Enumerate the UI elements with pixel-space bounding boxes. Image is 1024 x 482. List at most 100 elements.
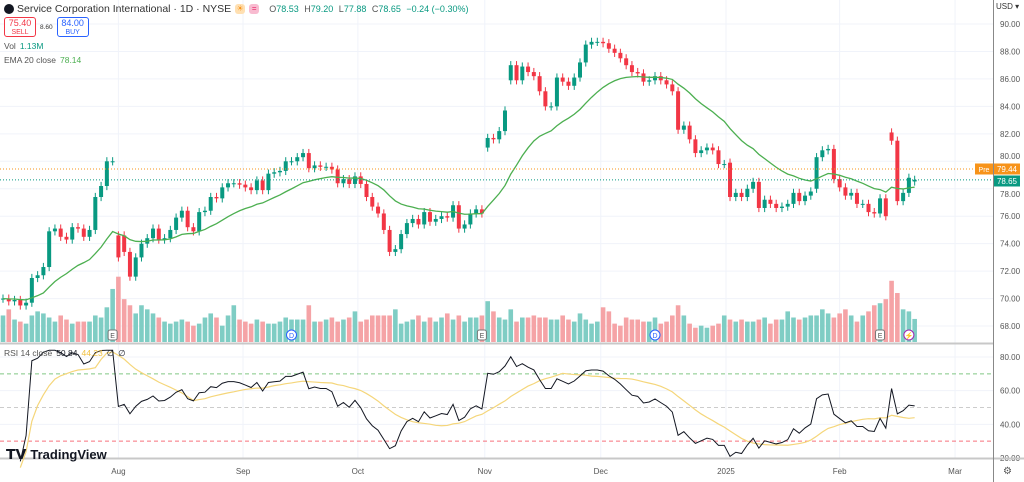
buy-button[interactable]: 84.00 BUY bbox=[56, 17, 89, 37]
candle-body bbox=[197, 212, 202, 232]
candle-body bbox=[716, 150, 721, 165]
volume-bar bbox=[335, 321, 340, 342]
symbol-title[interactable]: Service Corporation International · 1D ·… bbox=[17, 3, 232, 15]
sell-label: SELL bbox=[11, 29, 29, 36]
volume-bar bbox=[583, 319, 589, 342]
rsi-ma-value: 44.23 bbox=[81, 348, 103, 358]
candle-body bbox=[312, 165, 317, 169]
volume-bar bbox=[329, 317, 335, 342]
volume-bar bbox=[6, 309, 12, 342]
time-tick-label: Feb bbox=[833, 467, 847, 476]
sun-icon[interactable]: ☀ bbox=[235, 4, 246, 14]
low-value: 77.88 bbox=[343, 4, 367, 14]
sell-price: 75.40 bbox=[8, 18, 32, 28]
earnings-icon bbox=[107, 329, 118, 341]
candle-body bbox=[237, 183, 242, 185]
volume-bar bbox=[468, 317, 473, 342]
time-tick-label: Nov bbox=[478, 467, 492, 476]
tradingview-logo[interactable]: 𝗧𝗩 TradingView bbox=[6, 446, 107, 463]
candle-body bbox=[283, 161, 288, 171]
price-tick-label: 68.00 bbox=[1000, 322, 1021, 331]
candle-body bbox=[110, 161, 115, 163]
candle-body bbox=[416, 218, 421, 225]
price-tick-label: 84.00 bbox=[1000, 102, 1021, 111]
price-tick-label: 78.00 bbox=[1000, 190, 1021, 199]
volume-bar bbox=[271, 323, 277, 342]
candle-body bbox=[566, 81, 571, 86]
candle-body bbox=[791, 192, 796, 204]
volume-bar bbox=[29, 315, 35, 342]
volume-bar bbox=[479, 315, 485, 342]
candle-body bbox=[849, 192, 854, 196]
rsi-legend[interactable]: RSI 14 close 50.84 44.23 ∅ ∅ bbox=[4, 348, 126, 359]
volume-bar bbox=[104, 307, 110, 342]
volume-bar bbox=[87, 321, 92, 342]
volume-bar bbox=[739, 319, 744, 342]
volume-bar bbox=[543, 317, 548, 342]
volume-bar bbox=[508, 309, 514, 342]
volume-bar bbox=[571, 321, 577, 342]
volume-bar bbox=[35, 311, 40, 342]
candle-body bbox=[456, 205, 461, 229]
candle-body bbox=[24, 302, 29, 306]
ema-legend[interactable]: EMA 20 close 78.14 bbox=[4, 55, 81, 65]
candle-body bbox=[462, 224, 467, 229]
volume-bar bbox=[854, 321, 860, 342]
candle-body bbox=[866, 203, 871, 213]
volume-bar bbox=[81, 321, 87, 342]
candle-body bbox=[906, 177, 911, 193]
sell-button[interactable]: 75.40 SELL bbox=[4, 17, 36, 37]
candle-body bbox=[514, 65, 519, 81]
volume-bar bbox=[900, 309, 906, 342]
high-label: H bbox=[304, 4, 311, 14]
volume-bar bbox=[185, 321, 190, 342]
rsi-label: RSI 14 close bbox=[4, 348, 53, 358]
event-label: D bbox=[289, 333, 294, 340]
low-label: L bbox=[338, 4, 344, 14]
volume-bar bbox=[502, 319, 508, 342]
candle-body bbox=[214, 196, 219, 199]
volume-bar bbox=[439, 317, 444, 342]
volume-bar bbox=[64, 319, 69, 342]
candle-body bbox=[826, 148, 831, 151]
candle-body bbox=[122, 235, 127, 252]
volume-bar bbox=[843, 309, 848, 342]
volume-bar bbox=[831, 317, 837, 342]
currency-selector[interactable]: USD ▾ bbox=[996, 2, 1020, 11]
time-tick-label: Dec bbox=[594, 467, 608, 476]
candle-body bbox=[301, 153, 306, 158]
volume-bar bbox=[600, 307, 606, 342]
candle-body bbox=[266, 173, 271, 191]
earnings-icon bbox=[875, 329, 886, 341]
event-label: E bbox=[878, 333, 883, 340]
candle-body bbox=[889, 132, 894, 141]
candle-body bbox=[774, 203, 779, 208]
candle-body bbox=[64, 236, 69, 240]
volume-bar bbox=[127, 305, 133, 342]
volume-bar bbox=[387, 315, 392, 342]
candle-body bbox=[347, 179, 352, 184]
candle-body bbox=[733, 192, 738, 197]
volume-bar bbox=[687, 323, 692, 342]
candle-body bbox=[722, 164, 727, 166]
volume-bar bbox=[762, 317, 767, 342]
candle-body bbox=[693, 139, 698, 154]
candle-body bbox=[445, 216, 450, 218]
volume-bar bbox=[433, 321, 439, 342]
price-tick-label: 82.00 bbox=[1000, 130, 1021, 139]
candle-body bbox=[912, 179, 917, 182]
candle-body bbox=[174, 217, 179, 230]
candle-body bbox=[318, 165, 323, 167]
candle-body bbox=[502, 110, 507, 132]
dividend-icon bbox=[649, 329, 661, 341]
volume-legend[interactable]: Vol 1.13M bbox=[4, 41, 43, 51]
volume-bar bbox=[629, 319, 635, 342]
candle-body bbox=[751, 181, 756, 189]
equals-icon[interactable]: = bbox=[249, 4, 260, 14]
candle-body bbox=[341, 179, 346, 184]
candle-body bbox=[491, 137, 496, 140]
candle-body bbox=[41, 267, 46, 276]
settings-icon[interactable]: ⚙ bbox=[1003, 466, 1012, 477]
candle-body bbox=[485, 137, 490, 148]
